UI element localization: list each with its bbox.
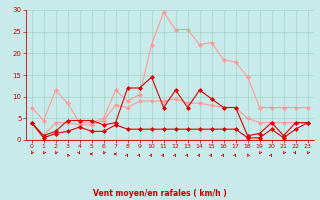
Text: Vent moyen/en rafales ( km/h ): Vent moyen/en rafales ( km/h ) xyxy=(93,189,227,198)
